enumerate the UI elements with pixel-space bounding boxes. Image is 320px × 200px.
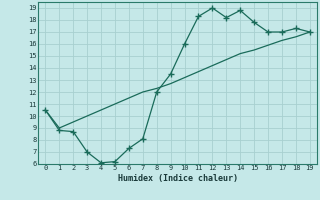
X-axis label: Humidex (Indice chaleur): Humidex (Indice chaleur): [118, 174, 238, 183]
